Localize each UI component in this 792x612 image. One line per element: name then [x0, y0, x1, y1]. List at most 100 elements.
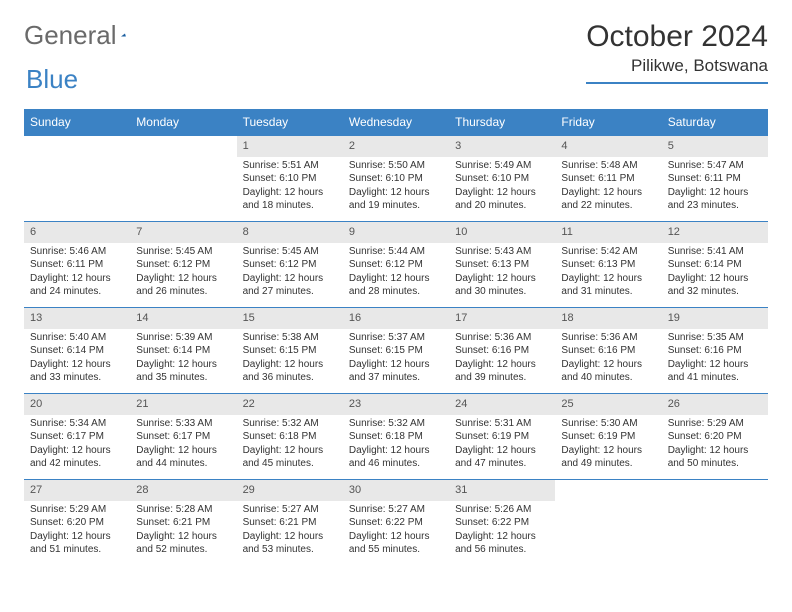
sunrise-text: Sunrise: 5:30 AM	[561, 417, 655, 431]
sunrise-text: Sunrise: 5:45 AM	[136, 245, 230, 259]
sunset-text: Sunset: 6:11 PM	[561, 172, 655, 186]
day-cell-2: 2Sunrise: 5:50 AMSunset: 6:10 PMDaylight…	[343, 136, 449, 222]
day-cell-3: 3Sunrise: 5:49 AMSunset: 6:10 PMDaylight…	[449, 136, 555, 222]
empty-cell	[24, 136, 130, 222]
daylight-text-2: and 50 minutes.	[668, 457, 762, 471]
day-body: Sunrise: 5:51 AMSunset: 6:10 PMDaylight:…	[237, 157, 343, 217]
daylight-text-1: Daylight: 12 hours	[243, 186, 337, 200]
sunrise-text: Sunrise: 5:29 AM	[30, 503, 124, 517]
day-cell-26: 26Sunrise: 5:29 AMSunset: 6:20 PMDayligh…	[662, 394, 768, 480]
sunrise-text: Sunrise: 5:36 AM	[455, 331, 549, 345]
sunset-text: Sunset: 6:12 PM	[243, 258, 337, 272]
day-number: 10	[449, 222, 555, 243]
daylight-text-1: Daylight: 12 hours	[243, 444, 337, 458]
day-body: Sunrise: 5:43 AMSunset: 6:13 PMDaylight:…	[449, 243, 555, 303]
daylight-text-2: and 28 minutes.	[349, 285, 443, 299]
sunrise-text: Sunrise: 5:49 AM	[455, 159, 549, 173]
day-of-week-row: SundayMondayTuesdayWednesdayThursdayFrid…	[24, 109, 768, 136]
day-cell-8: 8Sunrise: 5:45 AMSunset: 6:12 PMDaylight…	[237, 222, 343, 308]
month-title: October 2024	[586, 20, 768, 54]
day-number: 29	[237, 480, 343, 501]
daylight-text-1: Daylight: 12 hours	[455, 272, 549, 286]
day-cell-24: 24Sunrise: 5:31 AMSunset: 6:19 PMDayligh…	[449, 394, 555, 480]
day-cell-4: 4Sunrise: 5:48 AMSunset: 6:11 PMDaylight…	[555, 136, 661, 222]
day-cell-25: 25Sunrise: 5:30 AMSunset: 6:19 PMDayligh…	[555, 394, 661, 480]
daylight-text-1: Daylight: 12 hours	[30, 272, 124, 286]
dow-monday: Monday	[130, 109, 236, 136]
daylight-text-1: Daylight: 12 hours	[349, 358, 443, 372]
daylight-text-1: Daylight: 12 hours	[30, 444, 124, 458]
day-body: Sunrise: 5:33 AMSunset: 6:17 PMDaylight:…	[130, 415, 236, 475]
sunset-text: Sunset: 6:19 PM	[561, 430, 655, 444]
daylight-text-2: and 26 minutes.	[136, 285, 230, 299]
day-body: Sunrise: 5:36 AMSunset: 6:16 PMDaylight:…	[449, 329, 555, 389]
daylight-text-2: and 35 minutes.	[136, 371, 230, 385]
logo-word1: General	[24, 20, 117, 51]
daylight-text-2: and 22 minutes.	[561, 199, 655, 213]
week-row: 1Sunrise: 5:51 AMSunset: 6:10 PMDaylight…	[24, 136, 768, 222]
day-body: Sunrise: 5:46 AMSunset: 6:11 PMDaylight:…	[24, 243, 130, 303]
day-number: 1	[237, 136, 343, 157]
location: Pilikwe, Botswana	[586, 56, 768, 84]
day-number: 22	[237, 394, 343, 415]
day-number: 31	[449, 480, 555, 501]
daylight-text-2: and 20 minutes.	[455, 199, 549, 213]
day-number: 27	[24, 480, 130, 501]
sunrise-text: Sunrise: 5:48 AM	[561, 159, 655, 173]
day-cell-31: 31Sunrise: 5:26 AMSunset: 6:22 PMDayligh…	[449, 480, 555, 566]
day-number: 25	[555, 394, 661, 415]
daylight-text-2: and 18 minutes.	[243, 199, 337, 213]
day-cell-21: 21Sunrise: 5:33 AMSunset: 6:17 PMDayligh…	[130, 394, 236, 480]
day-number: 23	[343, 394, 449, 415]
empty-cell	[662, 480, 768, 566]
daylight-text-1: Daylight: 12 hours	[455, 186, 549, 200]
daylight-text-1: Daylight: 12 hours	[668, 358, 762, 372]
day-body: Sunrise: 5:31 AMSunset: 6:19 PMDaylight:…	[449, 415, 555, 475]
daylight-text-1: Daylight: 12 hours	[243, 530, 337, 544]
day-body: Sunrise: 5:30 AMSunset: 6:19 PMDaylight:…	[555, 415, 661, 475]
daylight-text-2: and 56 minutes.	[455, 543, 549, 557]
calendar-body: 1Sunrise: 5:51 AMSunset: 6:10 PMDaylight…	[24, 136, 768, 566]
sunrise-text: Sunrise: 5:37 AM	[349, 331, 443, 345]
sunrise-text: Sunrise: 5:40 AM	[30, 331, 124, 345]
daylight-text-2: and 24 minutes.	[30, 285, 124, 299]
sunset-text: Sunset: 6:21 PM	[243, 516, 337, 530]
daylight-text-2: and 23 minutes.	[668, 199, 762, 213]
day-number: 21	[130, 394, 236, 415]
daylight-text-2: and 33 minutes.	[30, 371, 124, 385]
day-cell-16: 16Sunrise: 5:37 AMSunset: 6:15 PMDayligh…	[343, 308, 449, 394]
sunrise-text: Sunrise: 5:41 AM	[668, 245, 762, 259]
day-cell-1: 1Sunrise: 5:51 AMSunset: 6:10 PMDaylight…	[237, 136, 343, 222]
day-cell-28: 28Sunrise: 5:28 AMSunset: 6:21 PMDayligh…	[130, 480, 236, 566]
sunset-text: Sunset: 6:16 PM	[668, 344, 762, 358]
daylight-text-1: Daylight: 12 hours	[243, 358, 337, 372]
sunrise-text: Sunrise: 5:47 AM	[668, 159, 762, 173]
sunrise-text: Sunrise: 5:26 AM	[455, 503, 549, 517]
day-number: 19	[662, 308, 768, 329]
day-cell-15: 15Sunrise: 5:38 AMSunset: 6:15 PMDayligh…	[237, 308, 343, 394]
day-number: 7	[130, 222, 236, 243]
sunset-text: Sunset: 6:14 PM	[136, 344, 230, 358]
day-body: Sunrise: 5:35 AMSunset: 6:16 PMDaylight:…	[662, 329, 768, 389]
day-body: Sunrise: 5:49 AMSunset: 6:10 PMDaylight:…	[449, 157, 555, 217]
daylight-text-1: Daylight: 12 hours	[561, 272, 655, 286]
day-body: Sunrise: 5:27 AMSunset: 6:21 PMDaylight:…	[237, 501, 343, 561]
dow-wednesday: Wednesday	[343, 109, 449, 136]
daylight-text-2: and 45 minutes.	[243, 457, 337, 471]
daylight-text-1: Daylight: 12 hours	[349, 444, 443, 458]
day-number: 11	[555, 222, 661, 243]
sunrise-text: Sunrise: 5:38 AM	[243, 331, 337, 345]
daylight-text-2: and 31 minutes.	[561, 285, 655, 299]
day-cell-19: 19Sunrise: 5:35 AMSunset: 6:16 PMDayligh…	[662, 308, 768, 394]
sunset-text: Sunset: 6:12 PM	[136, 258, 230, 272]
day-body: Sunrise: 5:39 AMSunset: 6:14 PMDaylight:…	[130, 329, 236, 389]
daylight-text-2: and 47 minutes.	[455, 457, 549, 471]
sunset-text: Sunset: 6:22 PM	[455, 516, 549, 530]
day-number: 15	[237, 308, 343, 329]
day-number: 13	[24, 308, 130, 329]
sunset-text: Sunset: 6:10 PM	[243, 172, 337, 186]
daylight-text-2: and 42 minutes.	[30, 457, 124, 471]
day-number: 3	[449, 136, 555, 157]
sunset-text: Sunset: 6:11 PM	[668, 172, 762, 186]
sunrise-text: Sunrise: 5:42 AM	[561, 245, 655, 259]
